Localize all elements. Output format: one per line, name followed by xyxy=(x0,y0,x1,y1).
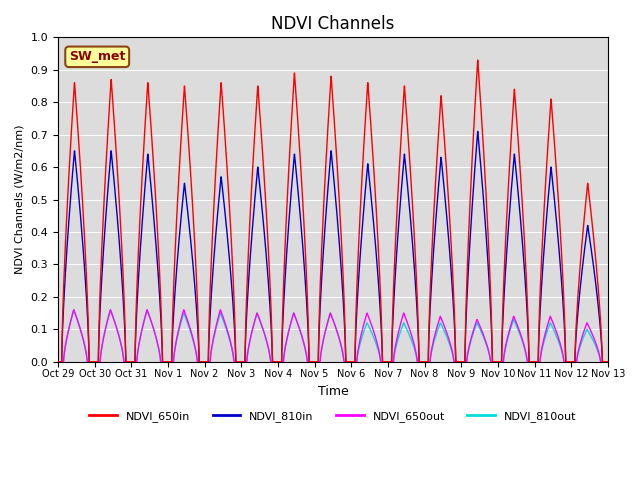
NDVI_650out xyxy=(260,329,268,335)
Line: NDVI_810in: NDVI_810in xyxy=(58,132,608,362)
NDVI_810out xyxy=(487,359,495,365)
NDVI_650in xyxy=(604,359,612,365)
NDVI_810in xyxy=(172,280,179,286)
NDVI_650in xyxy=(474,57,481,63)
NDVI_650out xyxy=(166,359,173,365)
NDVI_650in xyxy=(409,205,417,211)
NDVI_650in xyxy=(172,237,179,243)
NDVI_810out xyxy=(602,359,610,365)
Text: SW_met: SW_met xyxy=(69,50,125,63)
NDVI_810in xyxy=(474,129,481,134)
NDVI_650out xyxy=(602,359,610,365)
X-axis label: Time: Time xyxy=(317,385,348,398)
NDVI_810in xyxy=(409,243,417,249)
NDVI_810in xyxy=(54,359,62,365)
NDVI_810in xyxy=(260,225,268,230)
NDVI_810out xyxy=(172,342,180,348)
NDVI_650out xyxy=(70,307,77,312)
NDVI_650in xyxy=(602,359,610,365)
NDVI_650in xyxy=(260,168,268,174)
NDVI_810in xyxy=(166,359,173,365)
NDVI_650out xyxy=(54,359,62,365)
NDVI_650out xyxy=(487,359,495,365)
NDVI_650in xyxy=(166,359,173,365)
NDVI_650in xyxy=(54,359,62,365)
NDVI_810in xyxy=(487,312,495,318)
NDVI_650out xyxy=(604,359,612,365)
NDVI_650in xyxy=(487,299,495,304)
NDVI_810out xyxy=(166,359,173,365)
NDVI_810in xyxy=(604,359,612,365)
Line: NDVI_810out: NDVI_810out xyxy=(58,310,608,362)
NDVI_810in xyxy=(602,359,610,365)
NDVI_810out xyxy=(70,307,77,312)
Y-axis label: NDVI Channels (W/m2/nm): NDVI Channels (W/m2/nm) xyxy=(15,125,25,274)
Line: NDVI_650in: NDVI_650in xyxy=(58,60,608,362)
Title: NDVI Channels: NDVI Channels xyxy=(271,15,395,33)
Line: NDVI_650out: NDVI_650out xyxy=(58,310,608,362)
NDVI_650out xyxy=(172,341,180,347)
NDVI_810out xyxy=(260,329,268,335)
Legend: NDVI_650in, NDVI_810in, NDVI_650out, NDVI_810out: NDVI_650in, NDVI_810in, NDVI_650out, NDV… xyxy=(85,406,581,426)
NDVI_810out xyxy=(604,359,612,365)
NDVI_650out xyxy=(409,336,417,342)
NDVI_810out xyxy=(409,341,417,347)
NDVI_810out xyxy=(54,359,62,365)
